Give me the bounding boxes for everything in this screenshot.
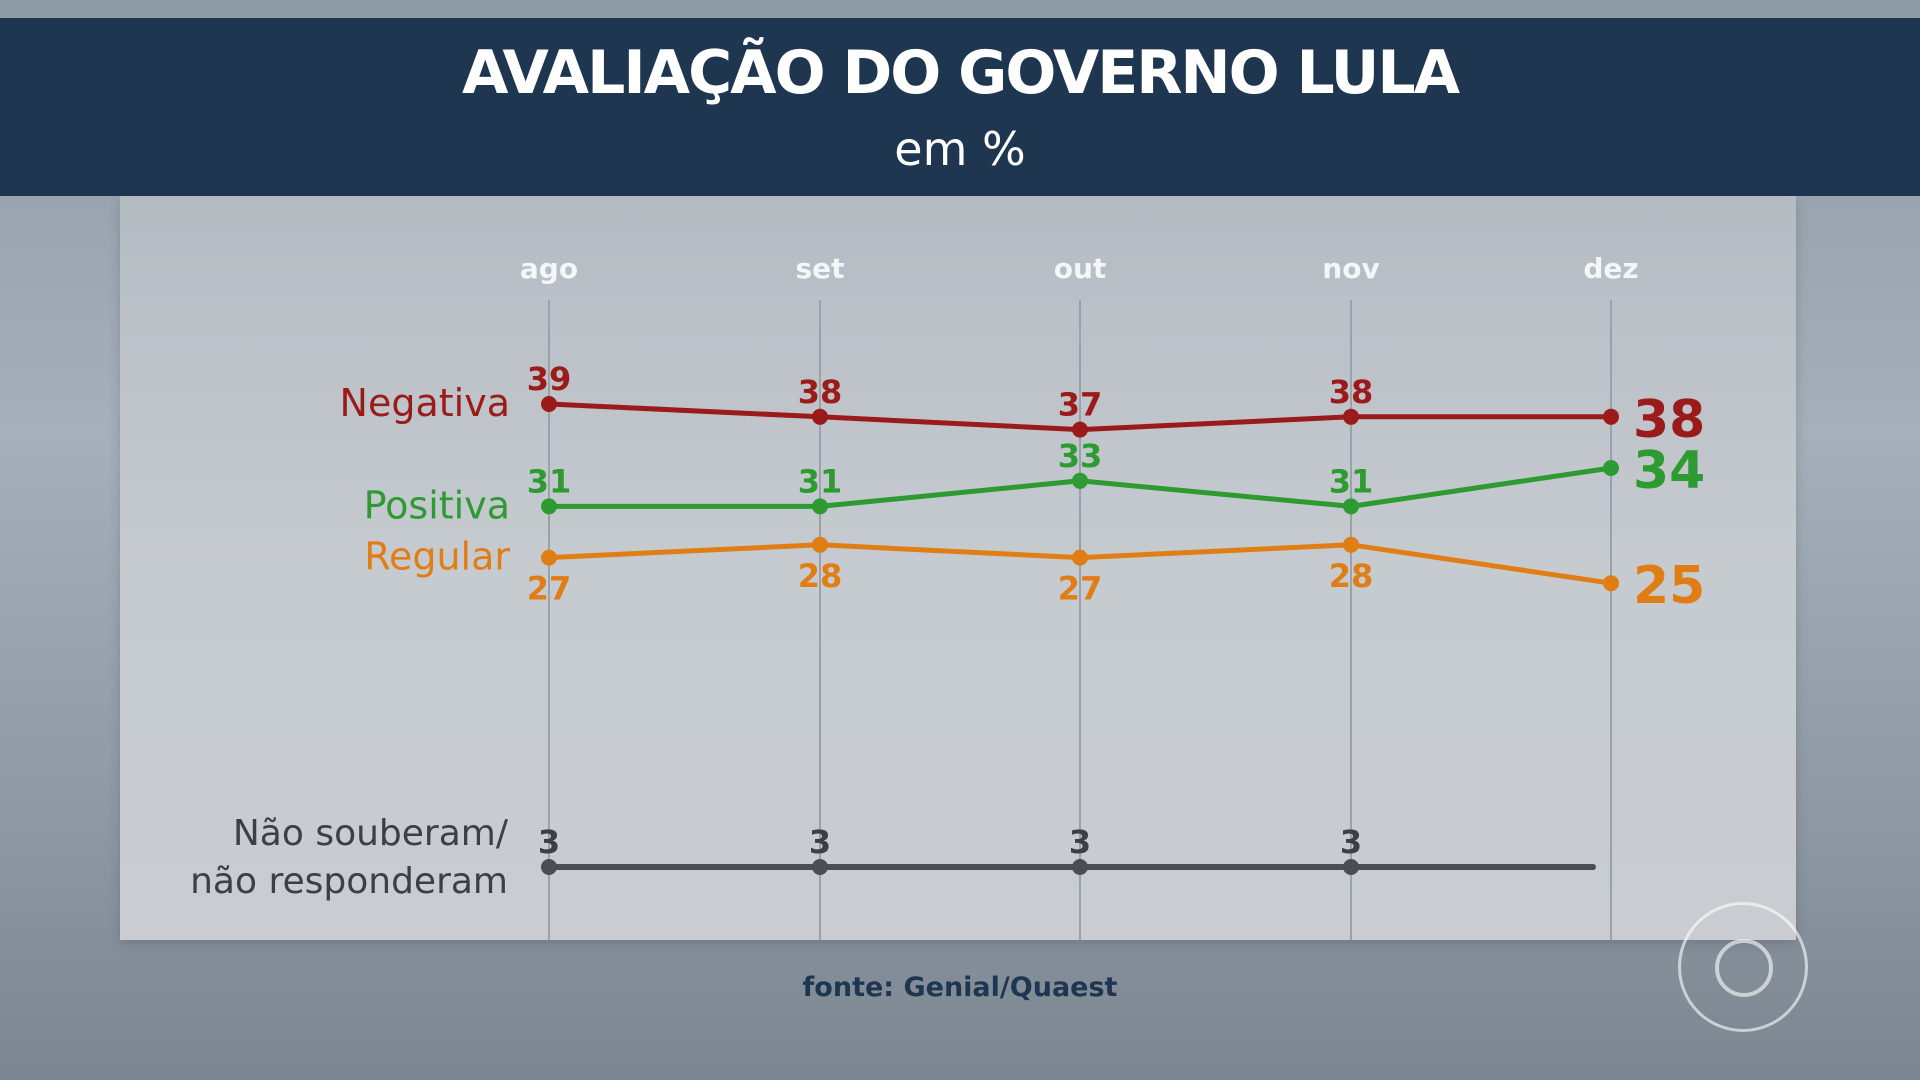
chart-subtitle: em % (894, 122, 1026, 176)
data-point (1343, 859, 1359, 875)
data-point (1343, 408, 1359, 425)
series-label: Não souberam/ (233, 813, 509, 854)
data-point (1343, 536, 1359, 553)
series-label: Regular (364, 535, 510, 579)
data-label: 27 (1058, 570, 1103, 608)
data-label-final: 38 (1633, 390, 1705, 450)
data-label-final: 34 (1633, 441, 1705, 501)
data-label: 39 (527, 360, 572, 398)
data-label: 38 (798, 373, 843, 411)
series-label: Negativa (340, 381, 510, 425)
series-label: não responderam (190, 861, 508, 902)
data-point (1072, 421, 1088, 438)
data-point (1343, 498, 1359, 515)
data-point (812, 408, 828, 425)
data-label: 33 (1058, 437, 1103, 475)
data-label: 31 (798, 462, 843, 500)
chart-title: AVALIAÇÃO DO GOVERNO LULA (461, 38, 1460, 108)
data-label: 37 (1058, 386, 1103, 424)
data-point (812, 498, 828, 515)
data-point (1072, 549, 1088, 566)
x-tick-label: ago (520, 252, 578, 285)
data-label: 27 (527, 570, 572, 608)
data-point (812, 536, 828, 553)
data-label: 31 (1329, 462, 1374, 500)
x-tick-label: nov (1322, 252, 1379, 285)
data-label: 3 (809, 823, 831, 861)
data-point (1072, 472, 1088, 489)
data-label: 38 (1329, 373, 1374, 411)
data-point (1603, 408, 1619, 425)
x-tick-label: out (1054, 252, 1107, 285)
series-label: Positiva (364, 483, 510, 527)
data-point (541, 549, 557, 566)
data-point (812, 859, 828, 875)
data-label: 3 (1340, 823, 1362, 861)
data-label: 3 (538, 823, 560, 861)
source-label: fonte: Genial/Quaest (802, 972, 1118, 1003)
data-point (541, 859, 557, 875)
data-label: 3 (1069, 823, 1091, 861)
data-point (1072, 859, 1088, 875)
data-label: 31 (527, 462, 572, 500)
data-point (541, 396, 557, 412)
data-point (541, 498, 557, 515)
globo-logo-icon (1678, 902, 1808, 1032)
x-tick-label: set (795, 252, 844, 285)
data-label: 28 (798, 557, 843, 595)
x-tick-label: dez (1583, 252, 1638, 285)
header (0, 18, 1920, 196)
data-point (1603, 460, 1619, 476)
data-label: 28 (1329, 557, 1374, 595)
data-point (1603, 575, 1619, 592)
data-label-final: 25 (1633, 556, 1705, 616)
